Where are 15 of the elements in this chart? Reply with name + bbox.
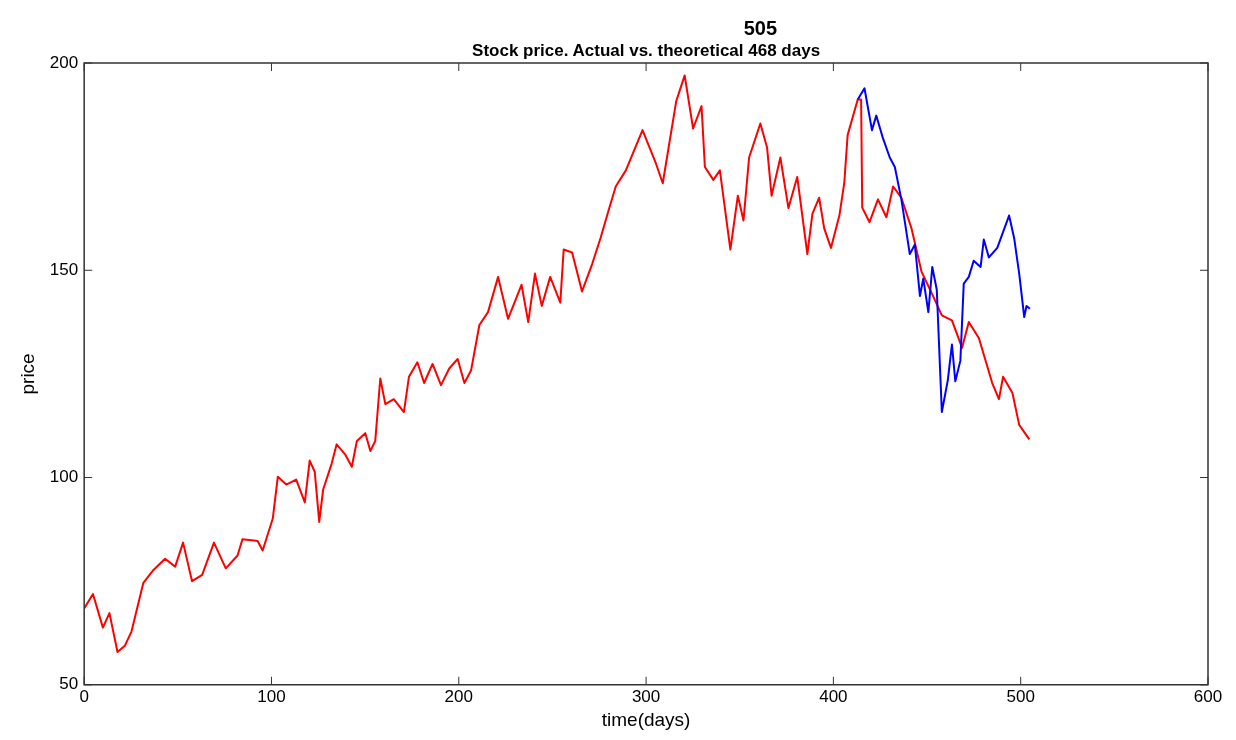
text: 505 bbox=[743, 16, 778, 39]
x-tick-label: 100 bbox=[257, 686, 286, 706]
x-tick-label: 400 bbox=[819, 686, 848, 706]
x-tick-label: 300 bbox=[631, 686, 661, 706]
y-tick-label: 150 bbox=[49, 259, 79, 279]
x-tick-label: 200 bbox=[444, 686, 473, 706]
chart-title: Stock price. Actual vs. theoretical 468 days bbox=[472, 41, 821, 61]
x-tick-label: 600 bbox=[1193, 686, 1223, 706]
y-tick-label: 200 bbox=[49, 52, 79, 72]
x-tick-label: 0 bbox=[79, 686, 89, 706]
x-axis-title: time(days) bbox=[601, 708, 691, 730]
x-tick-label: 500 bbox=[1006, 686, 1035, 706]
y-tick-label: 100 bbox=[49, 467, 79, 487]
y-tick-label: 50 bbox=[59, 674, 79, 694]
y-axis-title: price bbox=[16, 353, 38, 395]
